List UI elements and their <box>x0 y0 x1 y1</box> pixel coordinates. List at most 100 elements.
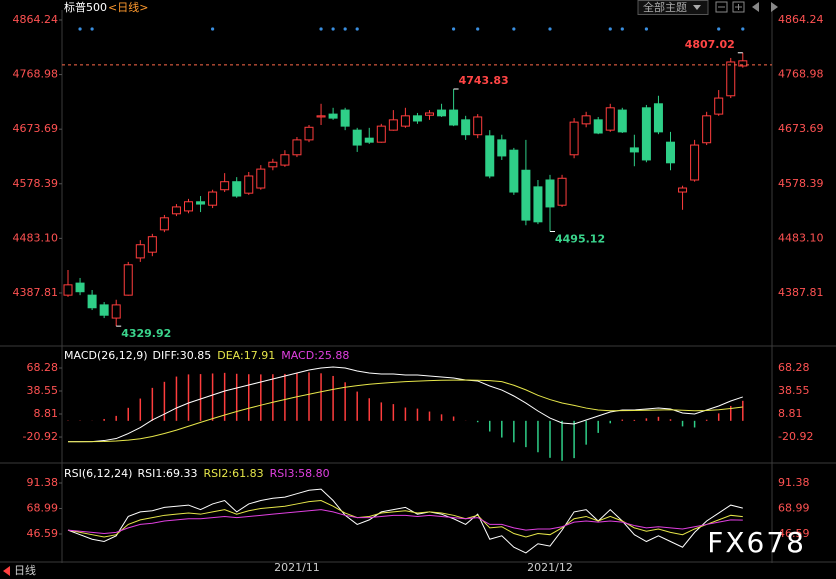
y-tick-label: 38.55 <box>27 384 59 397</box>
candle-body <box>533 186 543 223</box>
y-tick-label: -20.92 <box>23 430 58 443</box>
scroll-right[interactable] <box>771 2 778 12</box>
candle-body <box>714 97 724 115</box>
theme-button-label[interactable]: 全部主题 <box>643 0 687 14</box>
scroll-left[interactable] <box>752 2 759 12</box>
y-tick-label-right: 46.59 <box>778 527 810 540</box>
event-marker <box>319 27 323 31</box>
candle-body <box>292 139 302 156</box>
candle-body <box>123 264 133 296</box>
candle-body <box>497 139 507 157</box>
legend-entry: DIFF:30.85 <box>153 349 212 362</box>
high-label: 4807.02 <box>685 38 735 51</box>
tab-icon[interactable] <box>3 566 10 576</box>
candle-body <box>545 179 555 208</box>
low-label: 4495.12 <box>555 232 605 245</box>
event-marker <box>90 27 94 31</box>
event-marker <box>452 27 456 31</box>
y-tick-label-right: 68.28 <box>778 361 810 374</box>
candle-body <box>557 177 567 206</box>
candle-body <box>111 304 121 319</box>
indicator-line <box>68 366 743 443</box>
y-tick-label: 4768.98 <box>13 68 59 81</box>
candle-body <box>304 126 314 141</box>
y-tick-label-right: 4673.69 <box>778 122 824 135</box>
y-tick-label-right: 4768.98 <box>778 68 824 81</box>
candle-body <box>678 187 688 193</box>
period-label[interactable]: <日线> <box>108 0 148 14</box>
toolbar: 全部主题 <box>637 0 778 15</box>
tool-icon[interactable] <box>715 1 728 13</box>
candle-body <box>485 135 495 177</box>
y-tick-label-right: 91.38 <box>778 476 810 489</box>
candle-body <box>653 103 663 133</box>
candle-body <box>159 217 169 231</box>
candle-body <box>425 112 434 116</box>
candle-body <box>702 115 712 144</box>
candle-body <box>244 175 254 194</box>
indicator-line <box>67 488 743 554</box>
y-tick-label-right: 4387.81 <box>778 286 824 299</box>
candle-body <box>437 109 447 117</box>
y-tick-label: 91.38 <box>27 476 59 489</box>
indicator-line <box>67 500 743 538</box>
candle-body <box>232 181 242 197</box>
y-tick-label-right: 38.55 <box>778 384 810 397</box>
event-marker <box>512 27 516 31</box>
legend-entry: RSI2:61.83 <box>204 467 264 480</box>
candle-body <box>666 141 675 164</box>
y-tick-label: 8.81 <box>34 407 59 420</box>
y-tick-label-right: -20.92 <box>778 430 813 443</box>
candle-body <box>340 109 350 127</box>
event-marker <box>211 27 215 31</box>
candle-body <box>738 60 748 67</box>
watermark: FX678 <box>707 526 806 559</box>
candle-body <box>521 169 531 221</box>
candle-body <box>135 244 145 259</box>
candle-body <box>364 137 374 143</box>
candle-body <box>690 144 700 181</box>
event-marker <box>476 27 480 31</box>
event-marker <box>343 27 347 31</box>
candle-body <box>268 161 278 168</box>
candle-body <box>147 236 157 253</box>
y-tick-label: 68.99 <box>27 502 59 515</box>
legend-entry: DEA:17.91 <box>217 349 275 362</box>
candle-body <box>581 115 591 125</box>
candle-body <box>328 113 338 119</box>
candle-body <box>473 116 483 136</box>
candle-body <box>388 119 398 131</box>
candle-body <box>220 181 230 191</box>
candle-body <box>509 149 519 193</box>
indicator-title: MACD(26,12,9) <box>64 349 148 362</box>
y-tick-label-right: 4864.24 <box>778 13 824 26</box>
candle-body <box>605 107 615 131</box>
legend-entry: RSI3:58.80 <box>270 467 330 480</box>
candle-body <box>593 119 603 134</box>
candle-body <box>641 107 651 161</box>
candle-body <box>196 201 206 205</box>
event-marker <box>548 27 552 31</box>
candle-body <box>400 115 410 127</box>
event-marker <box>741 27 745 31</box>
candle-body <box>208 191 218 206</box>
event-marker <box>355 27 359 31</box>
event-marker <box>331 27 335 31</box>
low-label: 4329.92 <box>121 327 171 340</box>
y-tick-label: 4578.39 <box>13 177 59 190</box>
candle-body <box>316 115 326 118</box>
period-tab[interactable]: 日线 <box>14 563 36 577</box>
candle-body <box>75 282 85 293</box>
dropdown-arrow[interactable] <box>693 5 701 10</box>
tool-icon[interactable] <box>732 1 745 13</box>
candle-body <box>256 168 266 189</box>
y-tick-label: 4387.81 <box>13 286 59 299</box>
theme-button[interactable] <box>637 0 709 15</box>
candle-body <box>280 154 290 166</box>
event-marker <box>620 27 624 31</box>
y-tick-label: 46.59 <box>27 527 59 540</box>
event-marker <box>608 27 612 31</box>
indicator-line <box>67 509 743 535</box>
